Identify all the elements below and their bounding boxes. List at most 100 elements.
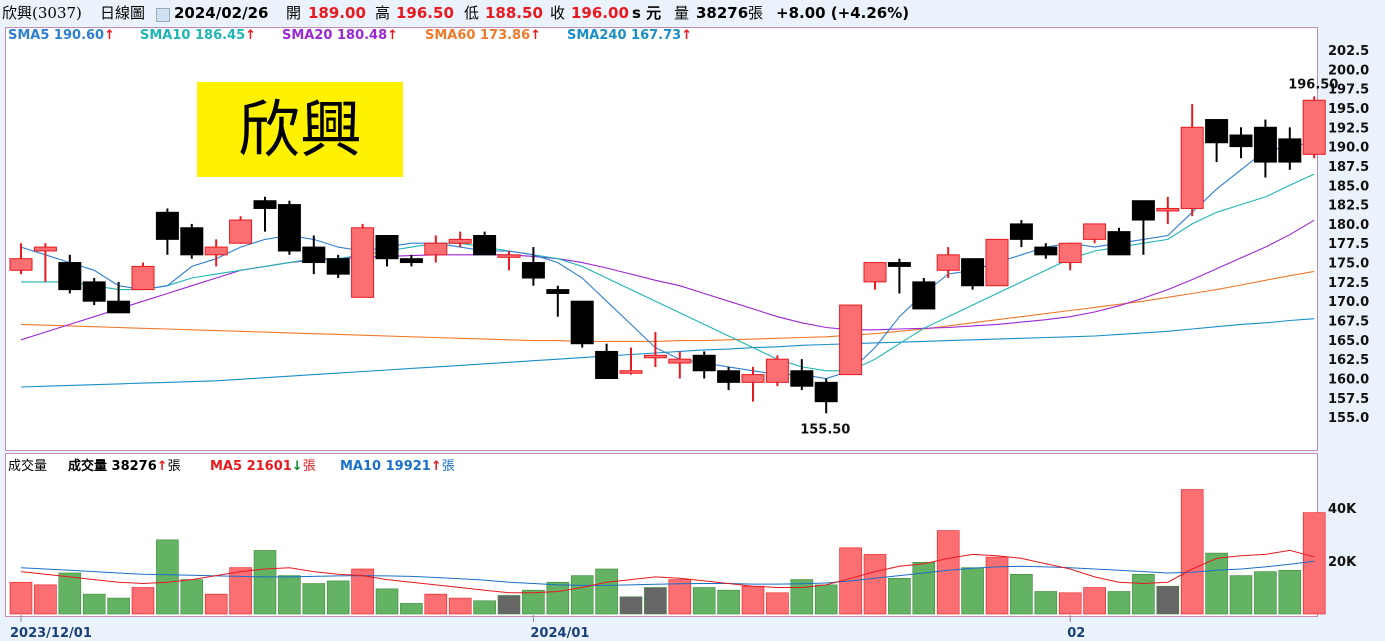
candle-body [887, 262, 911, 267]
candle-body [1083, 223, 1107, 240]
price-tick-label: 197.5 [1328, 83, 1369, 98]
quote-header: 欣興(3037) 日線圖 2024/02/26 開 189.00 高 196.5… [0, 0, 1385, 27]
volume-bar [351, 568, 374, 615]
volume-bar [497, 595, 521, 615]
volume-bar [448, 597, 472, 615]
candle-body [961, 258, 985, 287]
volume-bar [619, 596, 643, 615]
volume-bar [1180, 489, 1204, 615]
candle-body [1131, 200, 1155, 221]
candle-body [1205, 119, 1229, 144]
candle-body [204, 246, 228, 256]
volume-bar [180, 579, 204, 615]
price-tick-label: 190.0 [1328, 141, 1369, 156]
candle-body [521, 262, 545, 279]
volume-bar [1229, 575, 1253, 615]
candle-body [1180, 126, 1204, 209]
volume-bar [570, 575, 594, 615]
price-tick-label: 175.0 [1328, 257, 1369, 272]
volume-unit: 張 [748, 4, 764, 22]
candle-body [326, 258, 350, 275]
volume-bar [912, 562, 936, 615]
volume-bar [936, 530, 960, 615]
candle-body [1009, 223, 1033, 240]
price-tick-label: 165.0 [1328, 334, 1369, 349]
candle-body [790, 370, 814, 387]
candle-body [58, 262, 82, 291]
candle-body [375, 235, 399, 260]
close-value: 196.00 [571, 4, 629, 22]
volume-label: 量 [674, 4, 690, 22]
legend-vol-ma10: MA10 19921↑張 [340, 459, 455, 474]
volume-bar [1107, 591, 1131, 615]
candle-body [229, 219, 253, 244]
price-tick-label: 187.5 [1328, 160, 1369, 175]
volume-tick-label: 40K [1328, 502, 1357, 517]
candle-body [33, 246, 57, 252]
candle-body [277, 204, 301, 252]
sma20-line [20, 219, 1315, 341]
volume-bar [156, 539, 179, 615]
volume-bar [278, 575, 301, 615]
candle-body [497, 254, 521, 258]
open-value: 189.00 [308, 4, 366, 22]
volume-bar [1254, 571, 1277, 615]
candle-body [351, 227, 375, 298]
volume-bar [546, 581, 570, 615]
volume-bar [717, 589, 740, 615]
volume-bar [302, 583, 326, 615]
volume-bar [229, 567, 252, 615]
volume-bar [668, 579, 692, 615]
price-tick-label: 180.0 [1328, 218, 1369, 233]
candle-body [814, 381, 838, 403]
price-tick-label: 185.0 [1328, 179, 1369, 194]
volume-bar [1302, 512, 1326, 615]
volume-bar [204, 593, 228, 615]
volume-bar [790, 579, 814, 615]
price-tick-label: 202.5 [1328, 44, 1369, 59]
candle-body [82, 281, 106, 302]
candle-body [1058, 242, 1082, 264]
volume-bar [985, 556, 1009, 615]
volume-bar [107, 597, 130, 615]
price-tick-label: 162.5 [1328, 353, 1369, 368]
volume-bar [888, 577, 911, 615]
legend-vol-ma5: MA5 21601↓張 [210, 459, 316, 474]
checkbox-icon[interactable] [156, 8, 170, 22]
vol-ma5-line [20, 549, 1315, 594]
legend-volume: 成交量 38276↑張 [68, 459, 181, 474]
legend-sma240: SMA240 167.73↑ [567, 28, 693, 43]
candle-body [1302, 99, 1326, 155]
price-tick-label: 172.5 [1328, 276, 1369, 291]
candle-body [985, 238, 1009, 287]
candle-body [1253, 126, 1277, 163]
legend-sma60: SMA60 173.86↑ [425, 28, 542, 43]
sma10-line [21, 173, 1315, 372]
price-tick-label: 167.5 [1328, 315, 1369, 330]
volume-bar [131, 587, 155, 615]
unit-label: s 元 [632, 4, 662, 22]
volume-bar [473, 600, 496, 615]
open-label: 開 [286, 4, 302, 22]
volume-bar [522, 589, 545, 615]
price-tick-label: 157.5 [1328, 392, 1369, 407]
candle-body [741, 374, 765, 383]
candle-body [131, 265, 155, 291]
volume-bar [1205, 552, 1228, 615]
candle-body [1229, 134, 1253, 148]
low-label: 低 [464, 4, 480, 22]
candle-body [155, 211, 179, 240]
candle-body [619, 370, 643, 374]
period-label: 日線圖 [100, 4, 146, 22]
candle-body [765, 358, 789, 383]
candle-body [399, 258, 423, 264]
candle-body [1107, 231, 1131, 256]
candle-body [936, 254, 960, 271]
legend-sma20: SMA20 180.48↑ [282, 28, 399, 43]
candle-body [595, 350, 619, 379]
volume-bar [1278, 570, 1302, 615]
volume-bar [961, 567, 984, 615]
candle-body [546, 289, 570, 294]
price-tick-label: 192.5 [1328, 121, 1369, 136]
